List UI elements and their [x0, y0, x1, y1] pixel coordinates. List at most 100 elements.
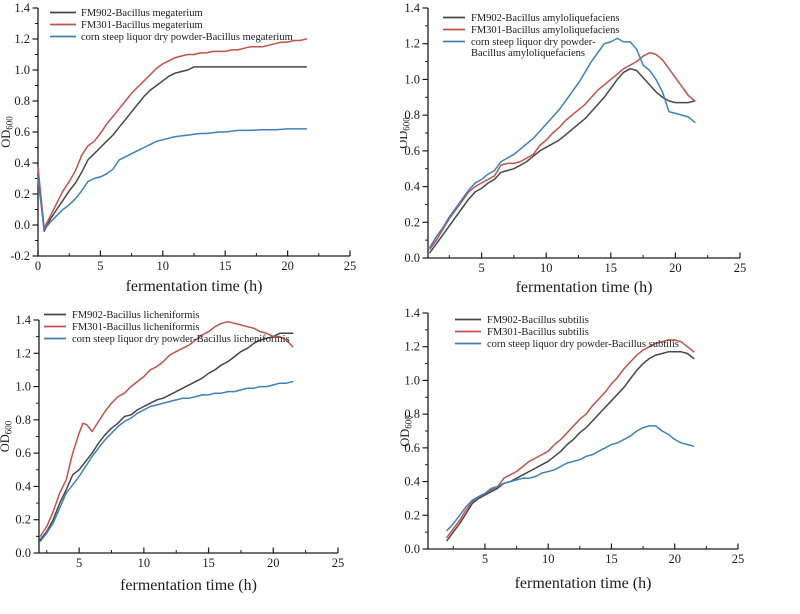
- plot-bacillus-licheniformis: 5 10 15 20 25 0.0 0.2 0.4 0.6 0.8 1.0 1.2 1.4 ferment…: [0, 310, 345, 594]
- x-tick-label: 0: [35, 259, 41, 273]
- y-tick-label: 0.4: [14, 156, 30, 170]
- y-tick-label: 0.8: [14, 94, 30, 108]
- legend: FM902-Bacillus licheniformisFM301-Bacill…: [44, 310, 290, 345]
- series-fm301: [37, 38, 308, 229]
- y-axis-label: OD600: [400, 117, 412, 149]
- legend-item-label: corn steep liquor dry powder-: [471, 37, 596, 48]
- x-tick-label: 25: [734, 261, 747, 275]
- legend-item-label: corn steep liquor dry powder-Bacillus su…: [487, 339, 679, 350]
- y-tick-label: 0.6: [404, 441, 420, 455]
- y-tick-label: 0.2: [14, 187, 30, 201]
- x-tick-label: 25: [732, 552, 745, 566]
- x-tick-label: 20: [267, 556, 280, 570]
- plot-bacillus-megaterium: 0 5 10 15 20 25 -0.2 0.0 0.2 0.4 0.6 0.8 1.0 1.2 1.4 fe…: [0, 1, 357, 295]
- y-tick-label: 0.8: [404, 108, 420, 122]
- y-tick-label: 0.6: [15, 446, 31, 460]
- y-tick-label: 0.4: [15, 479, 31, 493]
- y-tick-label: -0.2: [10, 249, 30, 263]
- legend-item-label: FM902-Bacillus subtilis: [487, 315, 589, 326]
- legend: FM902-Bacillus amyloliquefaciensFM301-Ba…: [443, 13, 619, 59]
- x-axis-label: fermentation time (h): [515, 575, 652, 592]
- legend-item-label: corn steep liquor dry powder-Bacillus me…: [81, 32, 293, 43]
- y-axis-label: OD600: [0, 116, 15, 148]
- y-tick-label: 1.0: [404, 373, 420, 387]
- x-tick-label: 20: [281, 259, 294, 273]
- y-tick-label: 0.4: [404, 180, 420, 194]
- legend-item-label: FM902-Bacillus megaterium: [81, 8, 203, 19]
- y-tick-label: 0.4: [404, 475, 420, 489]
- series-fm902: [429, 67, 696, 254]
- plot-bacillus-amyloliquefaciens: 5 10 15 20 25 0.0 0.2 0.4 0.6 0.8 1.0 1.2 1.4 ferment…: [400, 1, 747, 296]
- y-tick-label: 1.2: [14, 32, 30, 46]
- y-tick-label: 1.2: [404, 340, 420, 354]
- x-tick-label: 10: [542, 552, 555, 566]
- series-fm301: [39, 320, 294, 538]
- y-tick-label: 0.6: [404, 144, 420, 158]
- series-fm301: [446, 339, 695, 538]
- y-tick-label: 0.0: [404, 251, 420, 265]
- x-tick-label: 5: [482, 552, 488, 566]
- x-tick-label: 5: [478, 261, 484, 275]
- legend: FM902-Bacillus megateriumFM301-Bacillus …: [50, 8, 293, 43]
- x-tick-label: 5: [76, 556, 82, 570]
- chart-bacillus-amyloliquefaciens: 5 10 15 20 25 0.0 0.2 0.4 0.6 0.8 1.0 1.2 1.4 ferment…: [400, 0, 800, 300]
- x-tick-label: 15: [202, 556, 215, 570]
- x-tick-label: 25: [344, 259, 357, 273]
- y-tick-label: 1.4: [15, 313, 31, 327]
- x-axis-label: fermentation time (h): [126, 278, 263, 295]
- x-tick-label: 10: [157, 259, 170, 273]
- legend-item-label: FM301-Bacillus amyloliquefaciens: [471, 25, 619, 36]
- y-tick-label: 1.4: [404, 1, 420, 15]
- series-fm902: [37, 66, 308, 232]
- legend-item-label: FM301-Bacillus subtilis: [487, 327, 589, 338]
- y-tick-label: 0.8: [404, 407, 420, 421]
- legend-item-label: Bacillus amyloliquefaciens: [471, 48, 585, 59]
- series-fm902: [446, 351, 695, 542]
- series-fm301: [429, 51, 696, 250]
- x-tick-label: 5: [97, 259, 103, 273]
- chart-bacillus-subtilis: 5 10 15 20 25 0.0 0.2 0.4 0.6 0.8 1.0 1.2 1.4 ferment…: [400, 300, 800, 614]
- y-tick-label: 1.4: [14, 1, 30, 15]
- legend-item-label: FM301-Bacillus megaterium: [81, 20, 203, 31]
- x-tick-label: 10: [540, 261, 553, 275]
- x-axis-label: fermentation time (h): [516, 279, 653, 296]
- y-tick-label: 1.0: [14, 63, 30, 77]
- y-tick-label: 0.2: [404, 508, 420, 522]
- x-tick-label: 20: [668, 552, 681, 566]
- series-corn-steep: [446, 425, 695, 532]
- y-tick-label: 0.2: [15, 513, 31, 527]
- series-corn-steep: [39, 380, 294, 543]
- legend-item-label: FM301-Bacillus licheniformis: [72, 322, 199, 333]
- x-tick-label: 20: [669, 261, 682, 275]
- chart-bacillus-licheniformis: 5 10 15 20 25 0.0 0.2 0.4 0.6 0.8 1.0 1.2 1.4 ferment…: [0, 300, 400, 614]
- x-tick-label: 15: [605, 552, 618, 566]
- y-tick-label: 0.8: [15, 413, 31, 427]
- axis-spines: [38, 320, 338, 554]
- chart-bacillus-megaterium: 0 5 10 15 20 25 -0.2 0.0 0.2 0.4 0.6 0.8 1.0 1.2 1.4 fe…: [0, 0, 400, 300]
- y-tick-label: 0.0: [14, 218, 30, 232]
- y-axis-label: OD600: [400, 415, 414, 447]
- x-tick-label: 10: [138, 556, 151, 570]
- y-tick-label: 0.0: [15, 546, 31, 560]
- y-tick-label: 1.4: [404, 306, 420, 320]
- y-tick-label: 1.2: [404, 37, 420, 51]
- x-tick-label: 15: [219, 259, 232, 273]
- plot-bacillus-subtilis: 5 10 15 20 25 0.0 0.2 0.4 0.6 0.8 1.0 1.2 1.4 ferment…: [400, 306, 745, 592]
- y-tick-label: 0.2: [404, 215, 420, 229]
- x-axis-label: fermentation time (h): [120, 577, 257, 594]
- series-fm902: [39, 332, 294, 541]
- y-tick-label: 1.2: [15, 346, 31, 360]
- legend-item-label: corn steep liquor dry powder-Bacillus li…: [72, 334, 290, 345]
- y-tick-label: 1.0: [15, 380, 31, 394]
- legend-item-label: FM902-Bacillus amyloliquefaciens: [471, 13, 619, 24]
- series-corn-steep: [37, 128, 308, 231]
- series-corn-steep: [429, 37, 696, 249]
- y-axis-label: OD600: [0, 420, 14, 452]
- x-tick-label: 25: [332, 556, 345, 570]
- x-tick-label: 15: [605, 261, 618, 275]
- y-tick-label: 0.6: [14, 125, 30, 139]
- axis-spines: [37, 8, 350, 257]
- y-tick-label: 0.0: [404, 542, 420, 556]
